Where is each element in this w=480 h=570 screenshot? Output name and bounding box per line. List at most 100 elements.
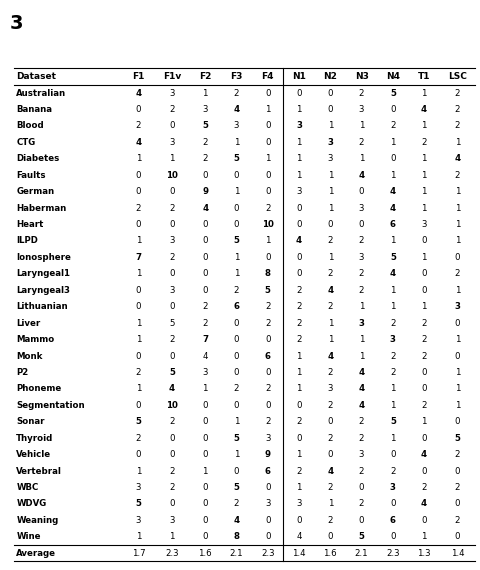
Text: 1: 1 (390, 401, 396, 410)
Text: 2: 2 (421, 319, 427, 328)
Text: 1: 1 (296, 384, 302, 393)
Text: Lithuanian: Lithuanian (16, 302, 68, 311)
Text: 0: 0 (203, 434, 208, 443)
Text: 0: 0 (265, 516, 271, 525)
Text: 6: 6 (233, 302, 240, 311)
Text: 0: 0 (455, 499, 460, 508)
Text: Vertebral: Vertebral (16, 467, 62, 475)
Text: 4: 4 (359, 384, 365, 393)
Text: 0: 0 (265, 483, 271, 492)
Text: 4: 4 (421, 105, 427, 114)
Text: 0: 0 (390, 499, 396, 508)
Text: F1v: F1v (163, 72, 181, 81)
Text: 2: 2 (327, 401, 333, 410)
Text: 0: 0 (169, 220, 175, 229)
Text: 0: 0 (390, 532, 396, 541)
Text: 3: 3 (10, 14, 23, 33)
Text: 6: 6 (390, 220, 396, 229)
Text: 4: 4 (233, 105, 240, 114)
Text: 0: 0 (327, 450, 333, 459)
Text: 2: 2 (390, 352, 396, 360)
Text: 1: 1 (359, 352, 364, 360)
Text: 0: 0 (203, 270, 208, 278)
Text: 1: 1 (296, 105, 302, 114)
Text: 1: 1 (327, 121, 333, 131)
Text: 1: 1 (421, 302, 427, 311)
Text: 1: 1 (455, 368, 460, 377)
Text: 1: 1 (359, 121, 364, 131)
Text: 0: 0 (203, 532, 208, 541)
Text: 2: 2 (421, 401, 427, 410)
Text: 0: 0 (265, 88, 271, 97)
Text: 2: 2 (327, 270, 333, 278)
Text: Banana: Banana (16, 105, 52, 114)
Text: 1: 1 (455, 335, 460, 344)
Text: 1: 1 (296, 171, 302, 180)
Text: 1: 1 (327, 203, 333, 213)
Text: 5: 5 (390, 88, 396, 97)
Text: 1: 1 (234, 450, 239, 459)
Text: 1: 1 (327, 171, 333, 180)
Text: 3: 3 (327, 154, 333, 163)
Text: 1: 1 (136, 335, 141, 344)
Text: 5: 5 (234, 237, 240, 246)
Text: 0: 0 (265, 532, 271, 541)
Text: 0: 0 (327, 105, 333, 114)
Text: 1: 1 (296, 352, 302, 360)
Text: 1: 1 (296, 368, 302, 377)
Text: Faults: Faults (16, 171, 46, 180)
Text: 3: 3 (327, 384, 333, 393)
Text: F1: F1 (132, 72, 144, 81)
Text: 7: 7 (135, 253, 142, 262)
Text: 2: 2 (390, 319, 396, 328)
Text: 1: 1 (455, 384, 460, 393)
Text: 1: 1 (455, 401, 460, 410)
Text: CTG: CTG (16, 138, 36, 147)
Text: 0: 0 (169, 121, 175, 131)
Text: 0: 0 (136, 105, 141, 114)
Text: 0: 0 (234, 467, 239, 475)
Text: 2: 2 (327, 237, 333, 246)
Text: 0: 0 (234, 401, 239, 410)
Text: 0: 0 (136, 352, 141, 360)
Text: 1: 1 (455, 203, 460, 213)
Text: 3: 3 (390, 483, 396, 492)
Text: 0: 0 (136, 171, 141, 180)
Text: Laryngeal1: Laryngeal1 (16, 270, 70, 278)
Text: 3: 3 (265, 499, 271, 508)
Text: 0: 0 (421, 516, 427, 525)
Text: 1: 1 (136, 319, 141, 328)
Text: 2: 2 (327, 368, 333, 377)
Text: 2: 2 (296, 286, 302, 295)
Text: ILPD: ILPD (16, 237, 38, 246)
Text: 2: 2 (234, 499, 239, 508)
Text: 1.6: 1.6 (198, 549, 212, 557)
Text: 0: 0 (169, 434, 175, 443)
Text: 2: 2 (455, 516, 460, 525)
Text: 0: 0 (390, 450, 396, 459)
Text: 0: 0 (169, 187, 175, 196)
Text: 0: 0 (234, 171, 239, 180)
Text: 3: 3 (421, 220, 427, 229)
Text: 10: 10 (262, 220, 274, 229)
Text: 2: 2 (421, 483, 427, 492)
Text: 0: 0 (136, 450, 141, 459)
Text: 1: 1 (455, 286, 460, 295)
Text: 0: 0 (265, 138, 271, 147)
Text: 4: 4 (359, 171, 365, 180)
Text: 0: 0 (169, 270, 175, 278)
Text: 1: 1 (455, 220, 460, 229)
Text: 0: 0 (234, 319, 239, 328)
Text: 2: 2 (421, 138, 427, 147)
Text: 1.4: 1.4 (292, 549, 306, 557)
Text: 6: 6 (265, 467, 271, 475)
Text: 0: 0 (296, 253, 302, 262)
Text: 0: 0 (169, 302, 175, 311)
Text: 7: 7 (202, 335, 208, 344)
Text: 1: 1 (421, 171, 427, 180)
Text: 2: 2 (169, 417, 175, 426)
Text: 2: 2 (455, 121, 460, 131)
Text: 3: 3 (359, 203, 364, 213)
Text: 4: 4 (455, 154, 460, 163)
Text: 5: 5 (390, 417, 396, 426)
